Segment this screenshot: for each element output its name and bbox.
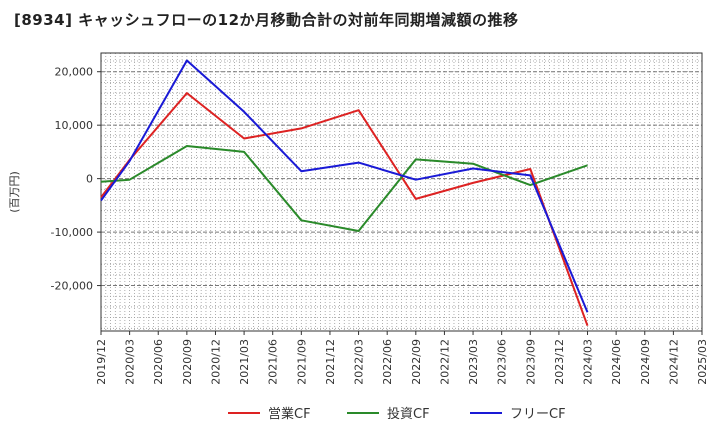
y-tick-label: 10,000	[55, 119, 94, 132]
x-tick-label: 2020/03	[124, 339, 137, 385]
x-tick-label: 2021/09	[295, 339, 308, 385]
x-tick-label: 2022/03	[353, 339, 366, 385]
x-tick-label: 2021/06	[267, 339, 280, 385]
x-tick-label: 2025/03	[696, 339, 709, 385]
x-tick-label: 2023/12	[553, 339, 566, 385]
x-tick-label: 2023/03	[467, 339, 480, 385]
x-tick-label: 2024/09	[639, 339, 652, 385]
x-tick-label: 2024/12	[667, 339, 680, 385]
x-tick-label: 2019/12	[95, 339, 108, 385]
x-tick-label: 2021/12	[324, 339, 337, 385]
x-tick-label: 2022/06	[381, 339, 394, 385]
y-tick-label: 0	[86, 173, 93, 186]
x-tick-label: 2023/09	[524, 339, 537, 385]
y-tick-label: -20,000	[51, 280, 93, 293]
series-line	[100, 145, 588, 232]
legend-label: 投資CF	[387, 406, 430, 422]
legend-label: フリーCF	[510, 407, 566, 422]
series-line	[100, 92, 589, 327]
x-tick-label: 2022/09	[410, 339, 423, 385]
x-tick-label: 2020/12	[209, 339, 222, 385]
x-tick-label: 2020/06	[152, 339, 165, 385]
x-tick-label: 2023/06	[496, 339, 509, 385]
y-tick-label: 20,000	[55, 66, 94, 79]
chart-title: [8934] キャッシュフローの12か月移動合計の対前年同期増減額の推移	[14, 11, 519, 29]
x-tick-label: 2024/06	[610, 339, 623, 385]
y-axis-label: (百万円)	[8, 171, 21, 213]
plot-frame	[100, 52, 703, 332]
x-tick-label: 2020/09	[181, 339, 194, 385]
y-tick-label: -10,000	[51, 226, 93, 239]
x-tick-label: 2021/03	[238, 339, 251, 385]
x-tick-label: 2024/03	[582, 339, 595, 385]
series-line	[100, 59, 589, 313]
legend-label: 営業CF	[268, 406, 311, 422]
x-tick-label: 2022/12	[438, 339, 451, 385]
